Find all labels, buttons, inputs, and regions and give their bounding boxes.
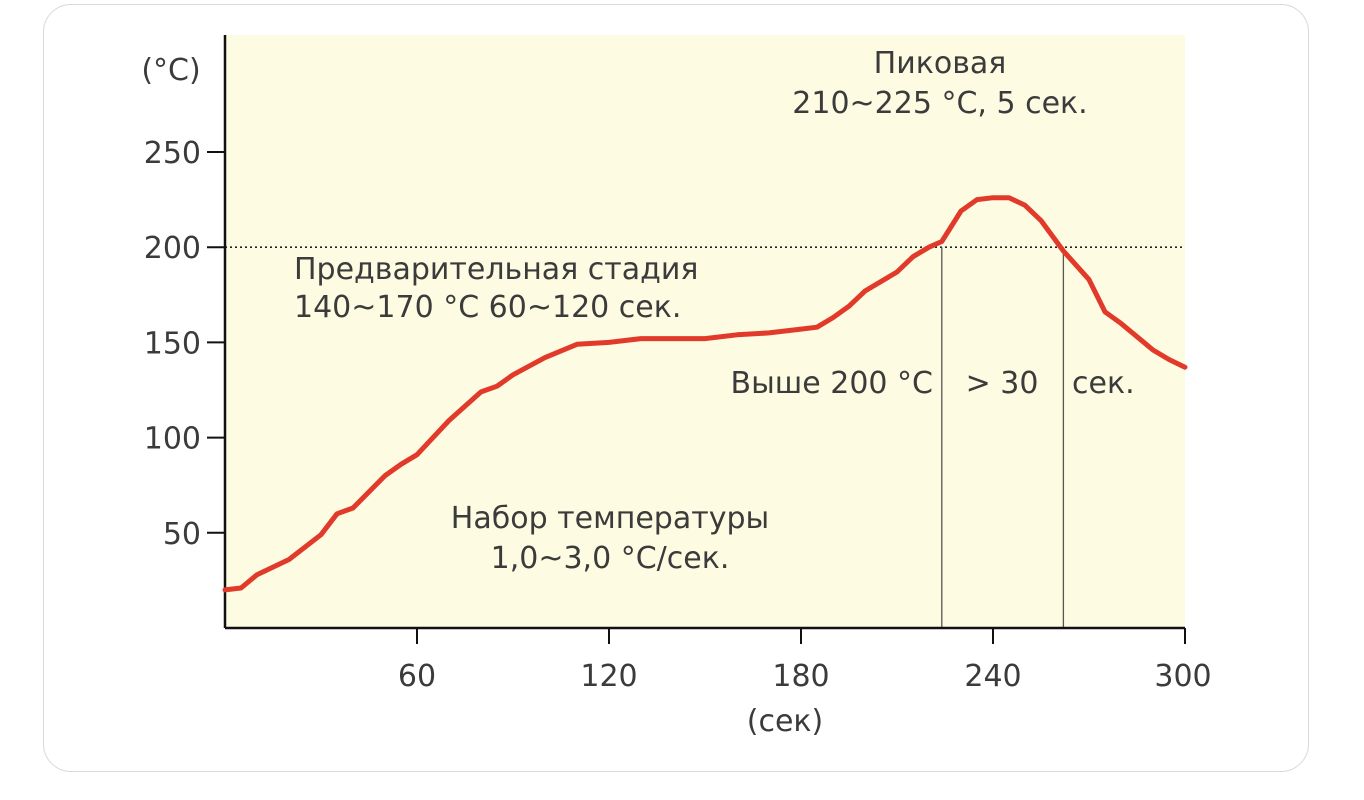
- y-axis-unit-label: (°C): [141, 53, 200, 88]
- preheat-annotation-value: 140~170 °C 60~120 сек.: [294, 290, 681, 325]
- ramp-annotation-title: Набор температуры: [451, 501, 769, 536]
- above-200-annotation-duration: > 30: [966, 366, 1039, 401]
- temperature-curve: [222, 195, 1188, 593]
- x-tick-label-180: 180: [772, 659, 829, 694]
- y-tick-label-250: 250: [144, 136, 201, 171]
- x-tick-label-120: 120: [580, 659, 637, 694]
- y-tick-label-150: 150: [144, 326, 201, 361]
- peak-annotation-value: 210~225 °C, 5 сек.: [792, 86, 1087, 121]
- peak-annotation-title: Пиковая: [874, 46, 1007, 81]
- x-tick-label-240: 240: [964, 659, 1021, 694]
- above-200-annotation-unit: сек.: [1072, 366, 1135, 401]
- x-axis-unit-label: (сек): [747, 704, 823, 739]
- ramp-annotation-value: 1,0~3,0 °C/сек.: [491, 541, 730, 576]
- preheat-annotation-title: Предварительная стадия: [294, 252, 698, 287]
- y-tick-label-50: 50: [163, 517, 201, 552]
- x-tick-label-60: 60: [398, 659, 436, 694]
- x-tick-label-300: 300: [1154, 659, 1211, 694]
- y-tick-label-100: 100: [144, 422, 201, 457]
- y-tick-label-200: 200: [144, 231, 201, 266]
- plot-area: [225, 35, 1185, 628]
- above-200-annotation-label: Выше 200 °C: [731, 366, 933, 401]
